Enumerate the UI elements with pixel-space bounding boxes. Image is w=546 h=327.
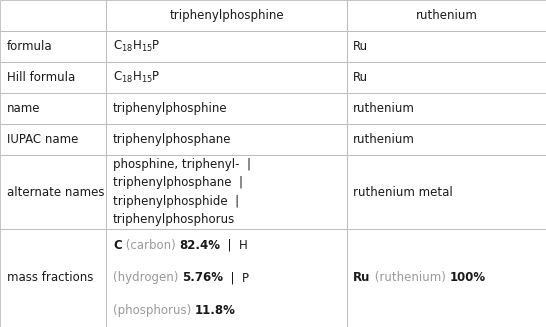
Text: (phosphorus): (phosphorus) [113,304,195,317]
Text: formula: formula [7,40,52,53]
Text: Ru: Ru [353,271,371,284]
Bar [106,62,347,93]
Bar [347,155,546,229]
Text: phosphine, triphenyl-  |: phosphine, triphenyl- | [113,158,251,171]
Bar [0,31,106,62]
Text: ruthenium: ruthenium [353,102,415,115]
Bar [347,31,546,62]
Text: Hill formula: Hill formula [7,71,75,84]
Bar [106,124,347,155]
Bar [347,0,546,31]
Text: Ru: Ru [353,71,369,84]
Text: 82.4%: 82.4% [179,239,220,252]
Text: 11.8%: 11.8% [195,304,236,317]
Bar [347,124,546,155]
Text: C: C [113,239,122,252]
Text: 100%: 100% [449,271,485,284]
Text: (hydrogen): (hydrogen) [113,271,182,284]
Text: (ruthenium): (ruthenium) [371,271,449,284]
Text: IUPAC name: IUPAC name [7,133,78,146]
Text: |  P: | P [223,271,249,284]
Bar [0,124,106,155]
Text: triphenylphosphide  |: triphenylphosphide | [113,195,239,208]
Bar [347,229,546,327]
Text: (carbon): (carbon) [122,239,179,252]
Bar [106,31,347,62]
Text: triphenylphosphane  |: triphenylphosphane | [113,176,243,189]
Bar [0,155,106,229]
Text: name: name [7,102,40,115]
Bar [0,0,106,31]
Text: |  H: | H [220,239,248,252]
Text: mass fractions: mass fractions [7,271,93,284]
Bar [106,229,347,327]
Text: ruthenium: ruthenium [353,133,415,146]
Bar [106,155,347,229]
Bar [106,0,347,31]
Text: 5.76%: 5.76% [182,271,223,284]
Bar [347,93,546,124]
Text: triphenylphosphine: triphenylphosphine [169,9,284,22]
Bar [106,93,347,124]
Bar [0,229,106,327]
Text: triphenylphosphorus: triphenylphosphorus [113,213,235,226]
Text: $\mathregular{C_{18}H_{15}P}$: $\mathregular{C_{18}H_{15}P}$ [113,70,161,85]
Text: ruthenium metal: ruthenium metal [353,186,453,198]
Text: alternate names: alternate names [7,186,104,198]
Bar [347,62,546,93]
Bar [0,62,106,93]
Text: triphenylphosphane: triphenylphosphane [113,133,232,146]
Text: $\mathregular{C_{18}H_{15}P}$: $\mathregular{C_{18}H_{15}P}$ [113,39,161,54]
Text: triphenylphosphine: triphenylphosphine [113,102,228,115]
Text: Ru: Ru [353,40,369,53]
Text: ruthenium: ruthenium [416,9,477,22]
Bar [0,93,106,124]
